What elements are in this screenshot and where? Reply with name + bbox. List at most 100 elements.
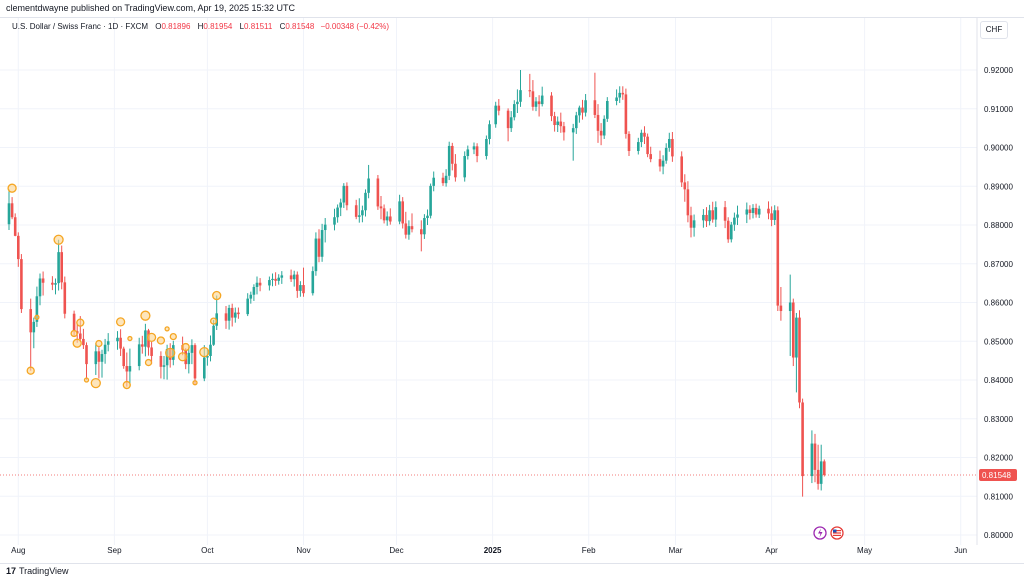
candle-body	[773, 210, 776, 220]
candle-body	[209, 344, 212, 356]
candle-body	[451, 145, 454, 164]
flag-canton	[833, 529, 837, 533]
candle-body	[72, 313, 76, 332]
candle-body	[274, 278, 277, 281]
candle-down	[224, 305, 228, 329]
candle-body	[692, 220, 696, 228]
candle-body	[757, 208, 761, 215]
event-marker	[122, 380, 131, 390]
candle-body	[466, 149, 470, 157]
candle-up	[128, 348, 132, 387]
last-price-label: 0.81548	[982, 471, 1011, 480]
candle-down	[680, 151, 683, 188]
candle-body	[7, 203, 11, 225]
candle-down	[51, 276, 54, 291]
candle-body	[795, 317, 798, 358]
candle-body	[661, 160, 665, 167]
candle-down	[497, 99, 501, 116]
candle-up	[358, 198, 361, 223]
candle-body	[150, 347, 153, 356]
candle-body	[776, 210, 780, 306]
event-marker	[90, 377, 101, 389]
candle-down	[289, 269, 293, 282]
open-value: 0.81896	[161, 22, 191, 31]
candle-down	[767, 201, 770, 220]
currency-button[interactable]: CHF	[980, 21, 1008, 39]
candle-up	[299, 281, 302, 297]
candle-body	[361, 210, 364, 216]
candle-down	[420, 220, 423, 252]
candle-body	[494, 105, 497, 125]
candle-up	[271, 273, 274, 287]
candle-down	[29, 298, 32, 371]
candle-down	[776, 206, 780, 312]
candle-down	[643, 126, 646, 145]
candle-up	[323, 218, 327, 243]
candle-up	[144, 323, 147, 357]
candle-body	[144, 330, 147, 347]
time-tick-label: May	[857, 546, 872, 555]
event-marker	[72, 338, 82, 348]
candle-body	[472, 146, 476, 150]
candle-body	[268, 280, 271, 286]
candle-body	[41, 278, 45, 283]
event-marker	[199, 346, 210, 358]
event-badges	[813, 526, 844, 540]
time-tick-label: Dec	[389, 546, 403, 555]
candle-body	[35, 296, 39, 322]
candle-body	[190, 345, 194, 353]
close-value: 0.81548	[285, 22, 315, 31]
candle-up	[314, 232, 318, 276]
candle-body	[680, 156, 683, 183]
candle-body	[649, 154, 652, 160]
candle-down	[454, 154, 457, 182]
event-marker	[156, 336, 166, 345]
flag-stripe	[833, 532, 841, 534]
candle-body	[224, 313, 228, 321]
candle-up	[292, 270, 296, 287]
candle-up	[38, 273, 42, 306]
candle-body	[106, 341, 110, 345]
candle-up	[730, 221, 733, 243]
candle-down	[82, 328, 85, 349]
candle-body	[420, 229, 423, 235]
candle-up	[733, 212, 736, 231]
symbol-legend: U.S. Dollar / Swiss Franc · 1D · FXCM O0…	[12, 22, 389, 31]
price-tick-label: 0.85000	[984, 337, 1013, 346]
candle-body	[100, 354, 104, 362]
candle-up	[268, 276, 271, 291]
candle-up	[32, 317, 36, 349]
event-marker	[192, 380, 198, 386]
event-marker	[181, 342, 190, 352]
candle-up	[494, 101, 497, 128]
candle-body	[671, 138, 674, 157]
candle-body	[556, 121, 559, 126]
candle-up	[578, 105, 581, 123]
candle-down	[723, 200, 727, 229]
candle-up	[757, 205, 761, 219]
candle-body	[627, 133, 631, 151]
candle-body	[354, 205, 358, 217]
candle-body	[206, 355, 209, 358]
candle-body	[165, 349, 169, 366]
candle-down	[60, 245, 63, 290]
candle-up	[519, 70, 522, 107]
candle-down	[649, 146, 652, 163]
candle-body	[426, 215, 429, 219]
symbol-name[interactable]: U.S. Dollar / Swiss Franc · 1D · FXCM	[12, 22, 149, 31]
candle-body	[401, 201, 404, 224]
candle-down	[382, 204, 386, 224]
candle-body	[664, 147, 668, 161]
candle-up	[277, 274, 280, 285]
candle-up	[556, 116, 559, 132]
candle-body	[10, 203, 14, 218]
candle-body	[20, 259, 23, 310]
candle-body	[730, 224, 733, 240]
event-marker	[140, 310, 151, 321]
candle-up	[618, 86, 621, 103]
time-tick-label: Nov	[296, 546, 310, 555]
candle-up	[513, 100, 516, 121]
candle-down	[593, 72, 597, 119]
candle-down	[627, 131, 631, 157]
